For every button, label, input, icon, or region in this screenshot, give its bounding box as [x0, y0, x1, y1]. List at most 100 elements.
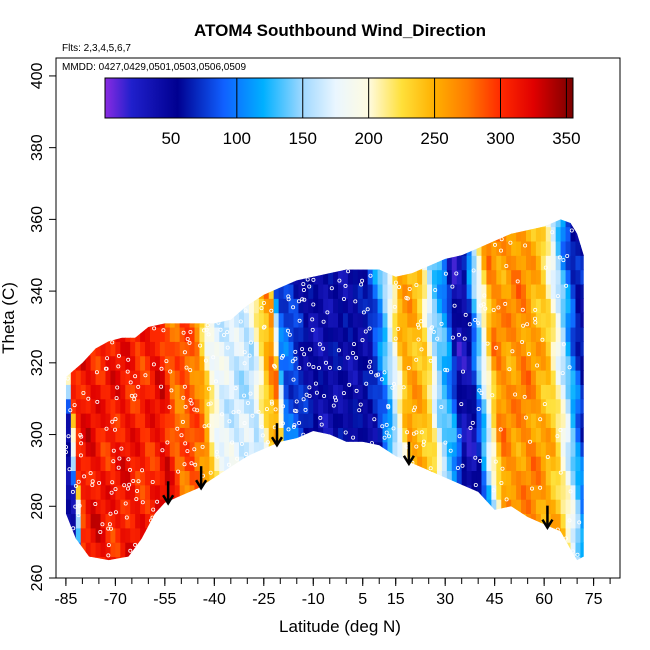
field-cell	[392, 219, 398, 228]
field-cell	[580, 513, 584, 529]
field-cell	[115, 413, 121, 428]
field-cell	[283, 312, 290, 328]
field-cell	[511, 527, 517, 543]
field-cell	[70, 298, 77, 314]
field-cell	[352, 542, 359, 558]
field-cell	[263, 269, 270, 285]
field-cell	[501, 326, 507, 342]
field-cell	[244, 456, 250, 472]
field-cell	[545, 484, 552, 500]
field-cell	[303, 484, 309, 500]
field-cell	[248, 470, 255, 486]
field-cell	[154, 240, 161, 256]
field-cell	[214, 427, 220, 443]
field-cell	[219, 370, 225, 385]
field-cell	[540, 370, 547, 385]
field-cell	[239, 219, 245, 228]
field-cell	[476, 398, 483, 414]
field-cell	[372, 326, 379, 342]
field-cell	[530, 384, 537, 400]
field-cell	[530, 513, 537, 529]
field-cell	[521, 269, 527, 285]
field-cell	[253, 219, 260, 228]
field-cell	[427, 312, 433, 328]
field-cell	[154, 427, 161, 443]
observation-point	[180, 419, 185, 424]
field-cell	[432, 470, 438, 486]
field-cell	[253, 283, 260, 299]
field-cell	[530, 556, 537, 561]
observation-point	[238, 319, 243, 324]
field-cell	[357, 456, 364, 472]
field-cell	[318, 326, 324, 342]
field-cell	[105, 240, 112, 256]
field-cell	[135, 556, 141, 561]
field-cell	[70, 542, 77, 558]
field-cell	[540, 283, 547, 299]
field-cell	[352, 470, 359, 486]
field-cell	[80, 283, 87, 299]
field-cell	[580, 370, 584, 385]
y-tick-label: 340	[29, 278, 46, 305]
field-cell	[100, 226, 107, 242]
field-cell	[308, 298, 314, 314]
field-cell	[140, 484, 146, 500]
field-cell	[555, 219, 562, 228]
field-cell	[372, 370, 379, 385]
field-cell	[95, 413, 102, 428]
field-cell	[580, 542, 584, 558]
observation-point	[460, 369, 465, 374]
field-cell	[273, 240, 280, 256]
field-cell	[268, 298, 275, 314]
observation-point	[443, 271, 448, 276]
field-cell	[338, 427, 344, 443]
observation-point	[476, 321, 481, 326]
field-cell	[229, 499, 235, 515]
field-cell	[219, 441, 225, 457]
field-cell	[441, 269, 448, 285]
field-cell	[164, 219, 171, 228]
field-cell	[65, 413, 72, 428]
field-cell	[105, 283, 112, 299]
field-cell	[481, 513, 488, 529]
field-cell	[258, 326, 265, 342]
field-cell	[535, 240, 542, 256]
field-cell	[234, 384, 240, 400]
field-cell	[115, 542, 121, 558]
field-cell	[535, 556, 542, 561]
field-cell	[407, 219, 413, 228]
field-cell	[65, 470, 72, 486]
field-cell	[120, 240, 126, 256]
field-cell	[486, 427, 492, 443]
field-cell	[352, 370, 359, 385]
field-cell	[159, 370, 166, 385]
field-cell	[451, 269, 458, 285]
field-cell	[85, 527, 92, 543]
x-tick-label: 5	[358, 591, 367, 608]
field-cell	[244, 312, 250, 328]
field-cell	[154, 269, 161, 285]
field-cell	[184, 298, 191, 314]
field-cell	[367, 470, 374, 486]
field-cell	[338, 499, 344, 515]
field-cell	[347, 542, 354, 558]
field-cell	[476, 240, 483, 256]
field-cell	[427, 219, 433, 228]
field-cell	[110, 226, 116, 242]
field-cell	[145, 456, 151, 472]
field-cell	[110, 283, 116, 299]
observation-point	[124, 515, 129, 520]
observation-point	[361, 310, 366, 315]
field-cell	[451, 513, 458, 529]
field-cell	[560, 499, 567, 515]
field-cell	[229, 456, 235, 472]
field-cell	[174, 341, 181, 357]
field-cell	[248, 240, 255, 256]
field-cell	[110, 269, 116, 285]
field-cell	[90, 527, 97, 543]
field-cell	[333, 269, 339, 285]
field-cell	[115, 513, 121, 529]
field-cell	[560, 269, 567, 285]
observation-point	[368, 359, 373, 364]
field-cell	[80, 384, 87, 400]
